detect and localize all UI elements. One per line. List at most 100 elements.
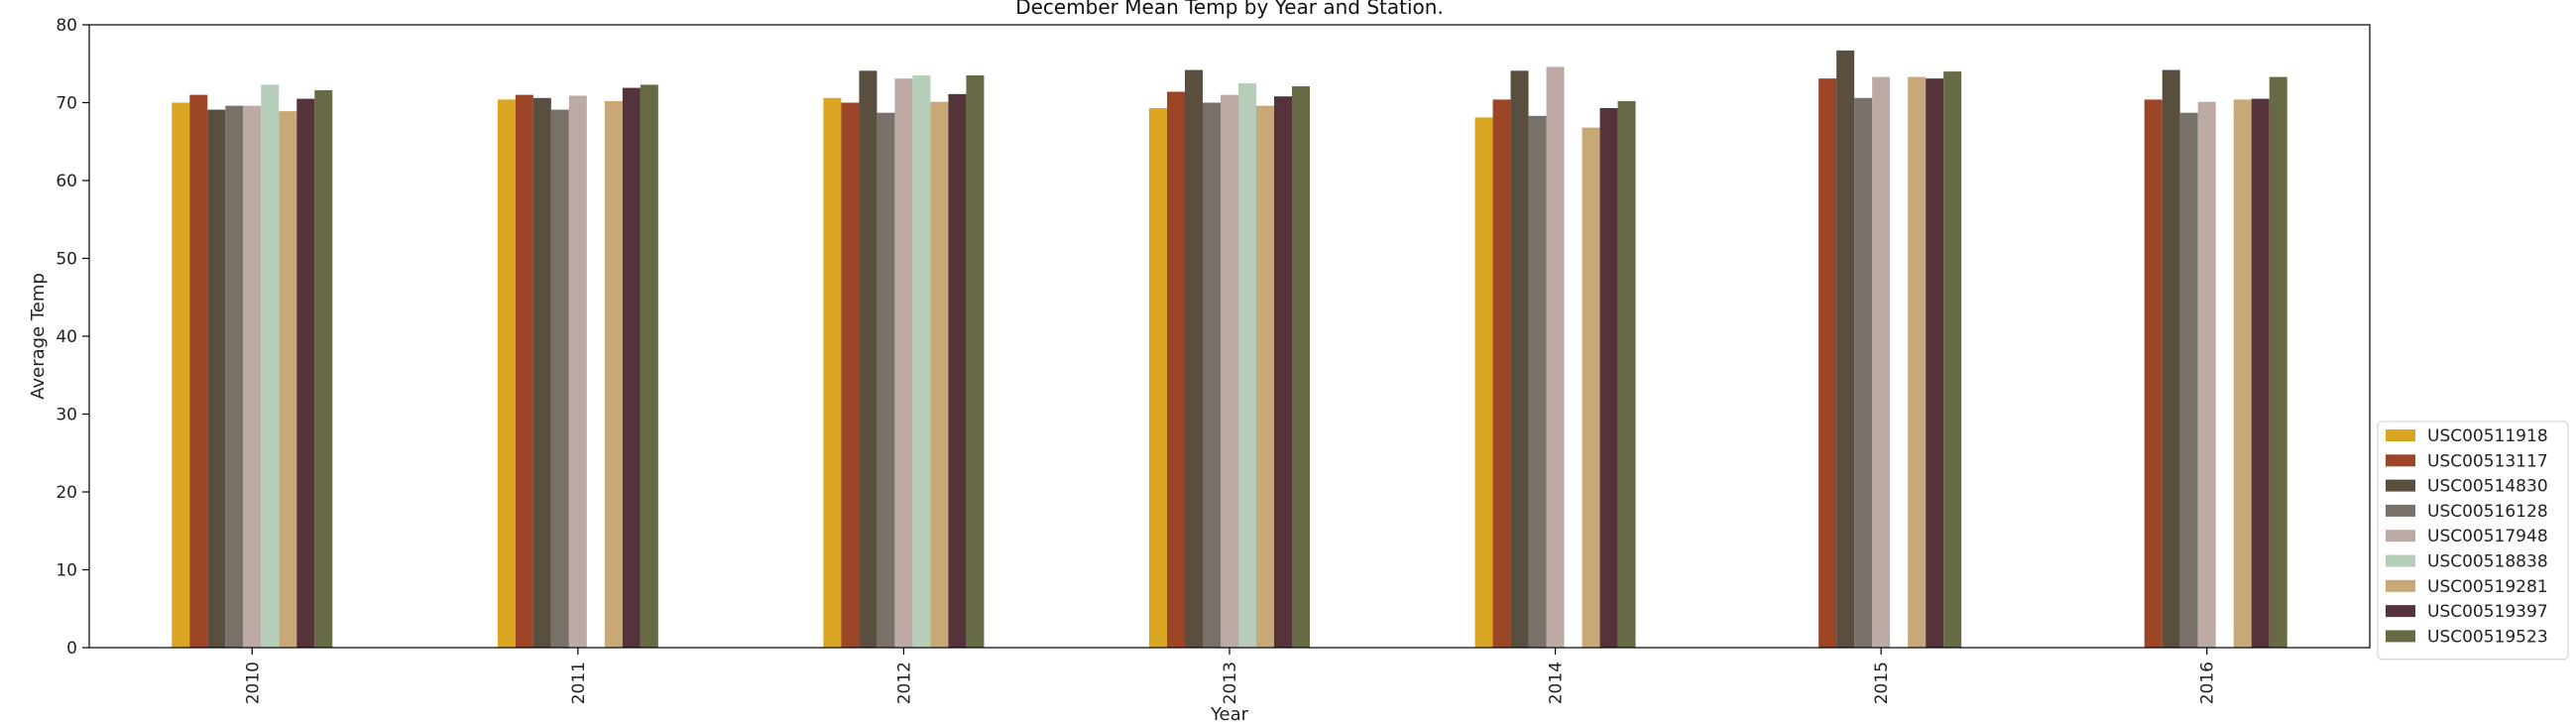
bar [532, 97, 551, 649]
legend-label: USC00516128 [2427, 502, 2548, 522]
bar [859, 70, 878, 648]
bar [1836, 50, 1855, 648]
bar [841, 102, 860, 648]
legend-label: USC00514830 [2427, 477, 2548, 497]
x-axis: 2010 2011 2012 2013 2014 2015 2016 [243, 648, 2218, 704]
bar [172, 102, 190, 648]
bar [1818, 78, 1837, 649]
y-tick-label: 0 [66, 639, 77, 659]
y-tick-label: 10 [56, 561, 77, 581]
bar [296, 98, 315, 648]
bar [1274, 96, 1292, 649]
y-tick-label: 30 [56, 406, 77, 425]
bar [640, 84, 658, 648]
bar [1943, 71, 1962, 649]
bar [1510, 70, 1529, 648]
legend-label: USC00511918 [2427, 426, 2548, 446]
legend-swatch [2386, 554, 2415, 567]
bar [622, 87, 641, 648]
bar [1581, 127, 1600, 648]
bar [225, 105, 244, 648]
bar [604, 100, 623, 649]
bar [314, 89, 333, 648]
bar [243, 105, 262, 648]
y-tick-label: 80 [56, 16, 77, 36]
bar [966, 75, 985, 648]
bar [1149, 107, 1167, 649]
legend-swatch [2386, 579, 2415, 592]
x-tick-label: 2014 [1547, 662, 1567, 704]
bar [1185, 69, 1203, 648]
legend-label: USC00517948 [2427, 527, 2548, 546]
y-tick-label: 70 [56, 94, 77, 114]
legend-label: USC00518838 [2427, 552, 2548, 572]
legend-box [2377, 421, 2569, 661]
chart-title: December Mean Temp by Year and Station. [1015, 0, 1444, 19]
bar [279, 111, 297, 648]
bar [2197, 101, 2216, 649]
bar [1926, 78, 1944, 649]
legend-swatch [2386, 630, 2415, 643]
bar [1617, 100, 1636, 649]
x-tick-label: 2011 [569, 662, 589, 704]
y-tick-label: 20 [56, 483, 77, 503]
legend-swatch [2386, 504, 2415, 517]
bar [515, 94, 533, 648]
bar [912, 75, 931, 648]
legend-swatch [2386, 530, 2415, 543]
bar [823, 97, 842, 649]
bar [2179, 112, 2198, 648]
bar [1238, 82, 1256, 648]
y-axis: 0 10 20 30 40 50 60 70 80 [56, 16, 89, 659]
bar [2144, 99, 2163, 649]
bar [568, 95, 587, 648]
bar [550, 109, 569, 648]
bar [261, 84, 280, 648]
bar [2233, 99, 2252, 649]
bar [1872, 76, 1891, 649]
bar [2251, 98, 2270, 648]
bar [1221, 94, 1238, 648]
legend-swatch [2386, 429, 2415, 441]
legend-label: USC00513117 [2427, 451, 2548, 471]
bar [948, 93, 967, 649]
bar [497, 99, 516, 649]
y-tick-label: 40 [56, 327, 77, 347]
bar [1528, 115, 1547, 649]
y-axis-title: Average Temp [28, 273, 49, 400]
bar [1292, 86, 1310, 648]
bar [877, 112, 895, 648]
legend-label: USC00519281 [2427, 577, 2548, 597]
bar [207, 109, 226, 648]
x-tick-label: 2012 [894, 662, 914, 704]
bar [894, 78, 913, 649]
bar [1908, 76, 1927, 649]
x-tick-label: 2013 [1221, 662, 1240, 704]
legend: USC00511918 USC00513117 USC00514830 USC0051… [2377, 421, 2569, 661]
bar [1256, 105, 1274, 648]
legend-label: USC00519523 [2427, 627, 2548, 647]
bar [1203, 102, 1221, 648]
bar [1599, 107, 1618, 649]
x-tick-label: 2010 [243, 662, 263, 704]
bar [1167, 91, 1185, 648]
y-tick-label: 60 [56, 172, 77, 191]
x-tick-label: 2016 [2198, 662, 2218, 704]
bar [189, 94, 208, 648]
legend-swatch [2386, 605, 2415, 618]
x-axis-title: Year [1210, 704, 1249, 725]
legend-swatch [2386, 454, 2415, 467]
bar [2162, 69, 2180, 648]
bar [1854, 97, 1873, 649]
bar [2269, 76, 2287, 649]
y-tick-label: 50 [56, 250, 77, 270]
legend-label: USC00519397 [2427, 602, 2548, 622]
bar [1546, 66, 1565, 648]
bar [1492, 99, 1511, 649]
bar [1474, 117, 1493, 649]
bars-group [172, 50, 2287, 649]
legend-swatch [2386, 479, 2415, 492]
bar [930, 101, 949, 649]
x-tick-label: 2015 [1872, 662, 1892, 704]
